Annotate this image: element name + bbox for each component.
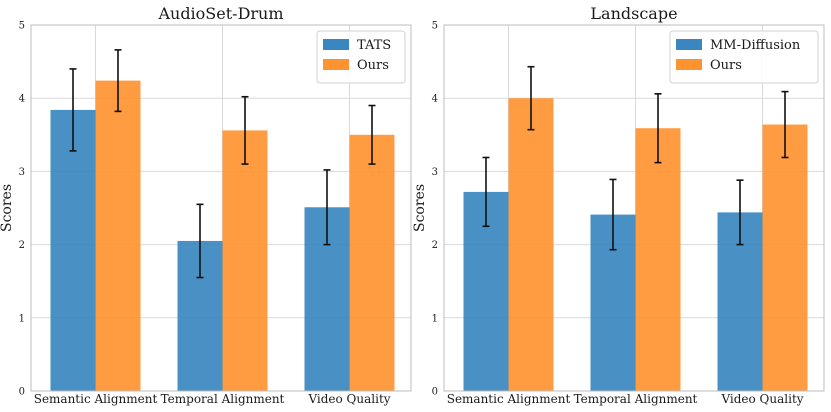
y-tick-label: 3 [432,167,438,178]
bar-ours-video-quality [762,124,808,391]
y-axis-label: Scores [412,184,428,232]
bar-ours-video-quality [349,134,395,392]
y-tick-label: 4 [432,94,438,105]
chart-title: AudioSet-Drum [157,4,283,23]
bar-ours-temporal-alignment [222,130,268,391]
error-bar-ours-video-quality [781,90,789,159]
legend-label-mm-diffusion: MM-Diffusion [710,38,801,53]
chart-landscape: 0 1 2 3 4 5 Semantic Alignment Temporal Alignme… [412,4,825,406]
bar-tats-semantic-alignment [50,109,96,392]
legend-label-ours: Ours [357,58,389,73]
error-bar-mm-diffusion-video-quality [736,179,744,246]
x-tick-label-video-quality: Video Quality [307,392,390,406]
legend-swatch-ours [323,59,349,70]
y-tick-label: 5 [432,21,438,32]
error-bar-tats-temporal-alignment [196,203,204,279]
chart-audioset-drum: 0 1 2 3 4 5 Semantic Alignment Temporal Alignme… [0,4,412,406]
error-bar-tats-video-quality [323,169,331,246]
bar-ours-semantic-alignment [508,98,554,391]
y-tick-label: 2 [432,240,438,251]
y-tick-label: 5 [19,21,25,32]
legend-swatch-tats [323,39,349,50]
error-bar-ours-video-quality [368,104,376,165]
x-tick-label-temporal-alignment: Temporal Alignment [161,392,285,406]
y-tick-label: 0 [432,387,438,398]
legend: TATS Ours [316,30,406,84]
y-tick-label: 1 [432,313,438,324]
legend: MM-Diffusion Ours [669,30,819,84]
bar-ours-semantic-alignment [95,80,141,392]
error-bar-tats-semantic-alignment [69,68,77,152]
error-bar-ours-temporal-alignment [654,93,662,164]
x-tick-label-semantic-alignment: Semantic Alignment [34,392,158,406]
y-tick-label: 3 [19,167,25,178]
legend-label-tats: TATS [357,38,391,53]
x-tick-label-semantic-alignment: Semantic Alignment [447,392,571,406]
legend-label-ours: Ours [710,58,742,73]
legend-swatch-mm-diffusion [676,39,702,50]
plot-frame [443,24,825,392]
y-tick-label: 1 [19,313,25,324]
chart-title: Landscape [590,4,677,23]
x-tick-label-temporal-alignment: Temporal Alignment [574,392,698,406]
error-bar-ours-semantic-alignment [527,65,535,131]
error-bar-mm-diffusion-temporal-alignment [609,178,617,251]
y-tick-label: 0 [19,387,25,398]
plot-frame [30,24,412,392]
legend-swatch-ours [676,59,702,70]
y-axis-label: Scores [0,184,15,232]
bar-ours-temporal-alignment [635,128,681,391]
legend-box [669,30,819,84]
y-tick-label: 4 [19,94,25,105]
x-tick-label-video-quality: Video Quality [720,392,803,406]
error-bar-ours-temporal-alignment [241,95,249,165]
error-bar-ours-semantic-alignment [114,49,122,113]
error-bar-mm-diffusion-semantic-alignment [482,156,490,228]
y-tick-label: 2 [19,240,25,251]
